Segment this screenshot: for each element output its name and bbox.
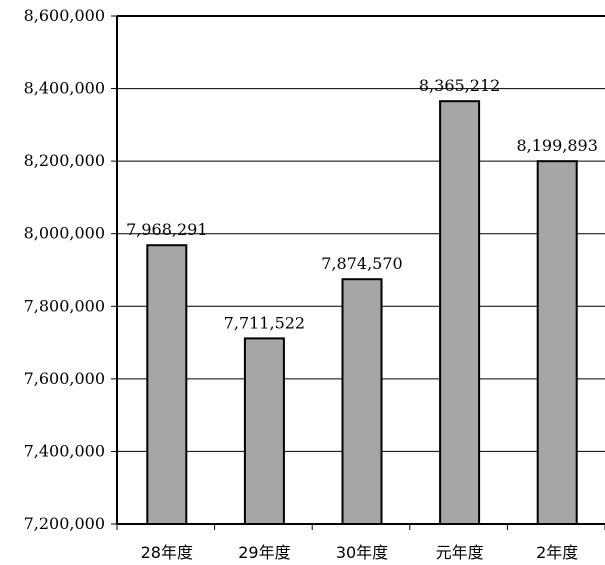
y-tick-label: 8,600,000 bbox=[24, 6, 105, 25]
category-label: 2年度 bbox=[536, 543, 578, 562]
bar bbox=[341, 278, 383, 525]
bar bbox=[146, 244, 188, 525]
data-labels: 7,968,291 7,711,522 7,874,570 8,365,212 8,19… bbox=[126, 76, 598, 332]
y-tick-label: 8,400,000 bbox=[24, 79, 105, 98]
y-tick-label: 8,200,000 bbox=[24, 151, 105, 170]
category-label: 元年度 bbox=[436, 543, 484, 562]
y-tick-label: 7,800,000 bbox=[24, 296, 105, 315]
y-tick-label: 7,200,000 bbox=[24, 514, 105, 533]
category-label: 29年度 bbox=[238, 543, 290, 562]
bar bbox=[536, 160, 578, 526]
bars bbox=[146, 100, 578, 526]
y-axis-tick-labels: 7,200,000 7,400,000 7,600,000 7,800,000 8,00… bbox=[24, 6, 105, 533]
category-label: 30年度 bbox=[336, 543, 388, 562]
data-label: 8,365,212 bbox=[419, 76, 500, 95]
y-tick-label: 7,400,000 bbox=[24, 441, 105, 460]
data-label: 7,874,570 bbox=[321, 254, 402, 273]
data-label: 7,711,522 bbox=[224, 313, 305, 332]
category-label: 28年度 bbox=[141, 543, 193, 562]
bar bbox=[243, 337, 285, 525]
bar bbox=[439, 100, 481, 526]
data-label: 8,199,893 bbox=[516, 136, 597, 155]
y-tick-label: 7,600,000 bbox=[24, 369, 105, 388]
x-axis-category-labels: 28年度 29年度 30年度 元年度 2年度 bbox=[141, 543, 579, 562]
data-label: 7,968,291 bbox=[126, 220, 207, 239]
axes bbox=[116, 15, 605, 525]
y-tick-label: 8,000,000 bbox=[24, 224, 105, 243]
